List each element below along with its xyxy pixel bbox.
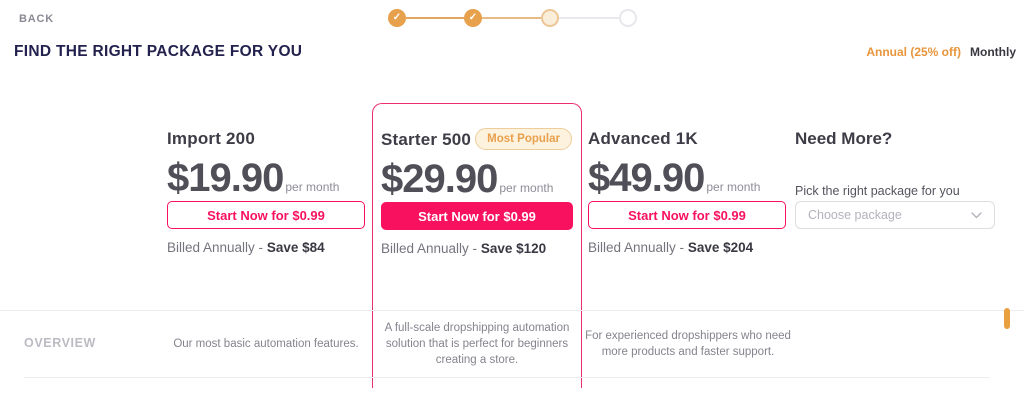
page-title: FIND THE RIGHT PACKAGE FOR YOU [14, 43, 303, 60]
start-now-button[interactable]: Start Now for $0.99 [167, 201, 365, 229]
need-more-section: Need More? Pick the right package for yo… [795, 103, 995, 388]
start-now-button[interactable]: Start Now for $0.99 [381, 202, 573, 230]
price-amount: $29.90 [381, 157, 498, 201]
save-amount: Save $204 [687, 240, 754, 255]
billed-annually-label: Billed Annually - [588, 240, 688, 255]
save-amount: Save $120 [480, 241, 547, 256]
billing-monthly-option[interactable]: Monthly [970, 45, 1016, 59]
check-icon: ✓ [468, 12, 478, 23]
need-more-title: Need More? [795, 129, 893, 148]
step-3-current [541, 9, 559, 27]
overview-row-label: OVERVIEW [24, 336, 96, 350]
step-connector [559, 17, 619, 19]
divider [24, 377, 990, 378]
start-now-button[interactable]: Start Now for $0.99 [588, 201, 786, 229]
plan-price: $29.90 per month [381, 157, 553, 202]
back-button[interactable]: BACK [19, 13, 54, 25]
step-4-upcoming [619, 9, 637, 27]
step-connector [406, 17, 464, 19]
plan-name: Import 200 [167, 129, 255, 148]
select-placeholder: Choose package [808, 208, 902, 222]
progress-stepper: ✓ ✓ [0, 0, 1024, 36]
billing-annual-option[interactable]: Annual (25% off) [866, 45, 961, 59]
choose-package-select[interactable]: Choose package [795, 201, 995, 229]
price-amount: $49.90 [588, 156, 705, 200]
plan-card-advanced-1k: Advanced 1K $49.90 per month Start Now f… [588, 103, 786, 388]
plan-price: $19.90 per month [167, 156, 339, 201]
billed-annually-label: Billed Annually - [167, 240, 267, 255]
plan-name: Starter 500 [381, 130, 472, 149]
price-period: per month [706, 180, 761, 194]
price-period: per month [499, 181, 554, 195]
plan-overview-import-200: Our most basic automation features. [173, 338, 359, 350]
scrollbar-thumb[interactable] [1004, 308, 1010, 329]
plan-card-starter-500: Starter 500 Most Popular $29.90 per mont… [372, 103, 582, 388]
billing-toggle: Annual (25% off) Monthly [866, 45, 1016, 59]
need-more-hint: Pick the right package for you [795, 184, 960, 198]
billing-note: Billed Annually - Save $120 [381, 241, 546, 256]
chevron-down-icon [971, 211, 982, 218]
most-popular-badge: Most Popular [475, 128, 572, 150]
price-period: per month [285, 180, 340, 194]
plan-price: $49.90 per month [588, 156, 760, 201]
step-2-complete: ✓ [464, 9, 482, 27]
step-connector [482, 17, 541, 19]
billing-note: Billed Annually - Save $204 [588, 240, 753, 255]
save-amount: Save $84 [266, 240, 325, 255]
divider [0, 310, 1024, 311]
plan-overview-starter-500: A full-scale dropshipping automation sol… [384, 322, 570, 366]
billing-note: Billed Annually - Save $84 [167, 240, 325, 255]
billed-annually-label: Billed Annually - [381, 241, 481, 256]
price-amount: $19.90 [167, 156, 284, 200]
plan-overview-advanced-1k: For experienced dropshippers who need mo… [585, 330, 791, 358]
plan-card-import-200: Import 200 $19.90 per month Start Now fo… [167, 103, 365, 388]
plan-name: Advanced 1K [588, 129, 698, 148]
check-icon: ✓ [392, 12, 402, 23]
step-1-complete: ✓ [388, 9, 406, 27]
